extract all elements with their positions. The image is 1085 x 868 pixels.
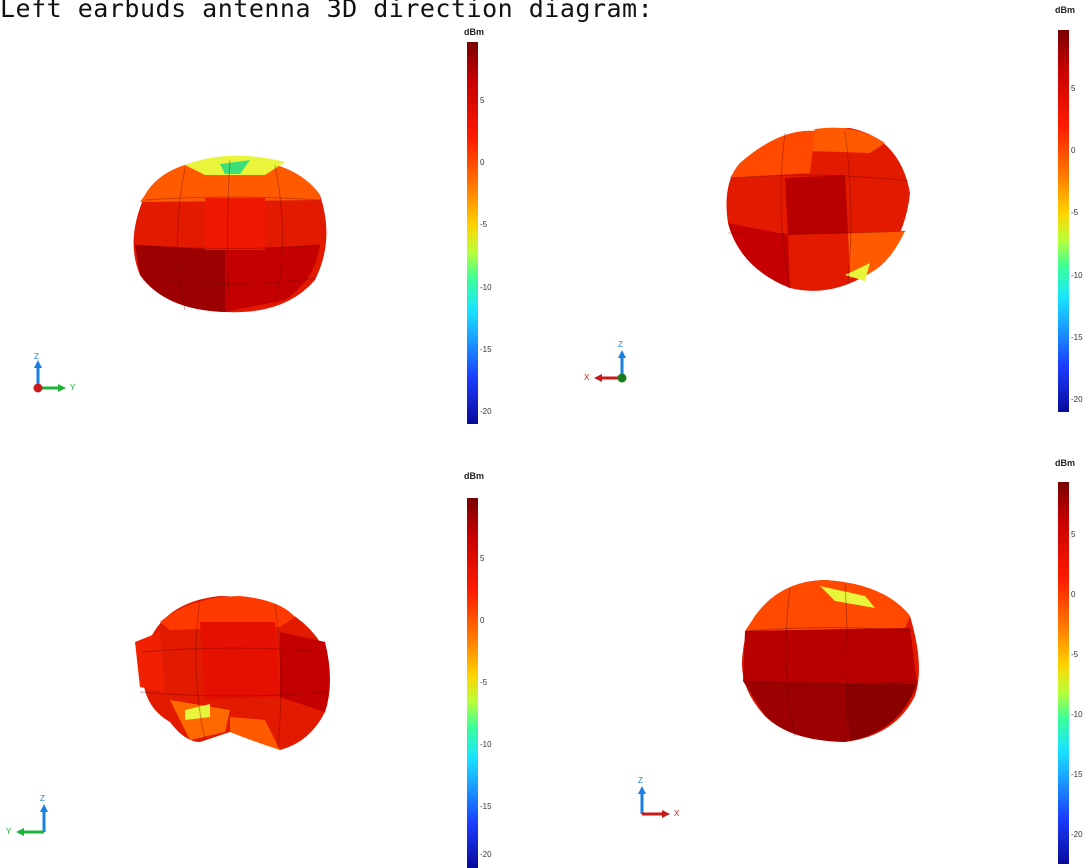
radiation-pattern-3d (135, 596, 330, 750)
colorbar: dBm 5 0 -5 -10 -15 -20 (1055, 456, 1085, 868)
axis-triad: Z Y (28, 352, 98, 412)
z-axis-label: Z (638, 776, 643, 785)
colorbar-tick: -15 (480, 802, 492, 811)
colorbar-tick: 5 (1071, 84, 1076, 93)
colorbar-tick: -10 (1071, 271, 1083, 280)
colorbar-tick: -5 (480, 678, 488, 687)
colorbar-gradient (1058, 30, 1069, 412)
colorbar-tick: -10 (480, 740, 492, 749)
axis-triad: Z X (632, 774, 702, 834)
radiation-pattern-3d (726, 127, 910, 291)
pattern-panel-3: dBm 5 0 -5 -10 -15 -20 Z Y (0, 471, 540, 868)
pattern-panel-4: dBm 5 0 -5 -10 -15 -20 Z X (560, 456, 1085, 868)
colorbar-tick: -20 (480, 850, 492, 859)
colorbar-tick: 0 (1071, 590, 1076, 599)
colorbar-unit: dBm (464, 27, 484, 37)
colorbar-tick: -5 (1071, 650, 1079, 659)
colorbar-tick: -20 (1071, 395, 1083, 404)
colorbar-tick: 0 (480, 158, 485, 167)
axis-triad: Z Y (4, 792, 74, 852)
colorbar-tick: -15 (1071, 770, 1083, 779)
pattern-panel-2: dBm 5 0 -5 -10 -15 -20 Z X (560, 5, 1085, 428)
colorbar-tick: 5 (480, 96, 485, 105)
radiation-pattern-3d (741, 580, 919, 743)
colorbar: dBm 5 0 -5 -10 -15 -20 (462, 471, 502, 868)
colorbar-gradient (467, 498, 478, 868)
colorbar-tick: -5 (1071, 208, 1079, 217)
colorbar-unit: dBm (464, 471, 484, 481)
y-axis-label: Y (70, 383, 76, 392)
colorbar-unit: dBm (1055, 5, 1075, 15)
colorbar: dBm 5 0 -5 -10 -15 -20 (1055, 5, 1085, 418)
z-axis-label: Z (34, 352, 39, 361)
colorbar-tick: 5 (1071, 530, 1076, 539)
colorbar-tick: -5 (480, 220, 488, 229)
colorbar-tick: -20 (1071, 830, 1083, 839)
colorbar-tick: 0 (480, 616, 485, 625)
colorbar-tick: -15 (480, 345, 492, 354)
colorbar-tick: 5 (480, 554, 485, 563)
colorbar-tick: -10 (1071, 710, 1083, 719)
z-axis-label: Z (618, 340, 623, 349)
colorbar-gradient (467, 42, 478, 424)
colorbar: dBm 5 0 -5 -10 -15 -20 (462, 27, 502, 430)
colorbar-gradient (1058, 482, 1069, 864)
colorbar-tick: -15 (1071, 333, 1083, 342)
x-axis-label: X (674, 809, 680, 818)
x-axis-label: X (584, 373, 590, 382)
page-title: Left earbuds antenna 3D direction diagra… (0, 0, 654, 23)
pattern-panel-1: dBm 5 0 -5 -10 -15 -20 Z Y (0, 27, 540, 430)
z-axis-label: Z (40, 794, 45, 803)
radiation-pattern-3d (133, 155, 327, 313)
colorbar-tick: -10 (480, 283, 492, 292)
colorbar-tick: -20 (480, 407, 492, 416)
colorbar-tick: 0 (1071, 146, 1076, 155)
y-axis-label: Y (6, 827, 12, 836)
axis-triad: Z X (582, 340, 652, 400)
colorbar-unit: dBm (1055, 458, 1075, 468)
